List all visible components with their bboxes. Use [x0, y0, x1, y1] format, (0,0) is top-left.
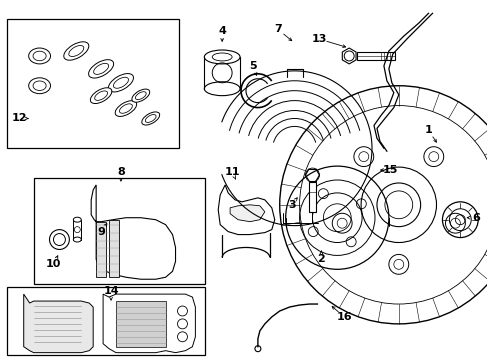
Ellipse shape: [93, 63, 108, 75]
Ellipse shape: [135, 92, 146, 100]
Polygon shape: [116, 301, 165, 347]
Ellipse shape: [145, 114, 156, 122]
Polygon shape: [230, 205, 264, 222]
Text: 7: 7: [273, 24, 281, 34]
Ellipse shape: [113, 77, 128, 88]
Text: 3: 3: [287, 200, 295, 210]
Circle shape: [331, 213, 351, 233]
Ellipse shape: [108, 73, 133, 92]
Bar: [308, 182, 316, 212]
Ellipse shape: [73, 237, 81, 242]
Circle shape: [353, 147, 373, 167]
Bar: [356, 52, 394, 60]
Bar: [34, 178, 205, 284]
Circle shape: [388, 255, 408, 274]
Text: 2: 2: [317, 255, 325, 264]
Ellipse shape: [212, 53, 232, 61]
Polygon shape: [103, 294, 195, 353]
Ellipse shape: [73, 217, 81, 222]
Circle shape: [445, 213, 465, 233]
Ellipse shape: [63, 42, 89, 60]
Text: 8: 8: [117, 167, 124, 177]
Text: 13: 13: [311, 34, 326, 44]
Bar: [7, 287, 205, 355]
Ellipse shape: [119, 104, 132, 113]
Ellipse shape: [90, 88, 112, 104]
Text: 6: 6: [471, 213, 479, 223]
Polygon shape: [218, 185, 274, 235]
Polygon shape: [342, 48, 355, 64]
Text: 5: 5: [248, 61, 256, 71]
Text: 10: 10: [46, 259, 61, 269]
Polygon shape: [96, 222, 106, 277]
Ellipse shape: [33, 51, 46, 61]
Ellipse shape: [29, 78, 50, 94]
Circle shape: [423, 147, 443, 167]
Ellipse shape: [204, 82, 240, 96]
Ellipse shape: [29, 48, 50, 64]
Ellipse shape: [33, 81, 46, 90]
Text: 4: 4: [218, 26, 225, 36]
Polygon shape: [109, 220, 119, 277]
Polygon shape: [91, 185, 175, 279]
Polygon shape: [73, 220, 81, 239]
Text: 9: 9: [97, 226, 105, 237]
Text: 1: 1: [424, 125, 431, 135]
Bar: [7, 19, 178, 148]
Text: 12: 12: [12, 113, 27, 123]
Ellipse shape: [115, 101, 136, 116]
Ellipse shape: [132, 89, 149, 102]
Ellipse shape: [95, 91, 107, 100]
Text: 16: 16: [336, 312, 351, 322]
Polygon shape: [24, 294, 93, 353]
Text: 14: 14: [103, 286, 119, 296]
Text: 11: 11: [224, 167, 239, 177]
Ellipse shape: [69, 45, 83, 57]
Ellipse shape: [88, 60, 113, 78]
Text: 15: 15: [383, 165, 398, 175]
Ellipse shape: [204, 50, 240, 64]
Ellipse shape: [142, 112, 160, 125]
